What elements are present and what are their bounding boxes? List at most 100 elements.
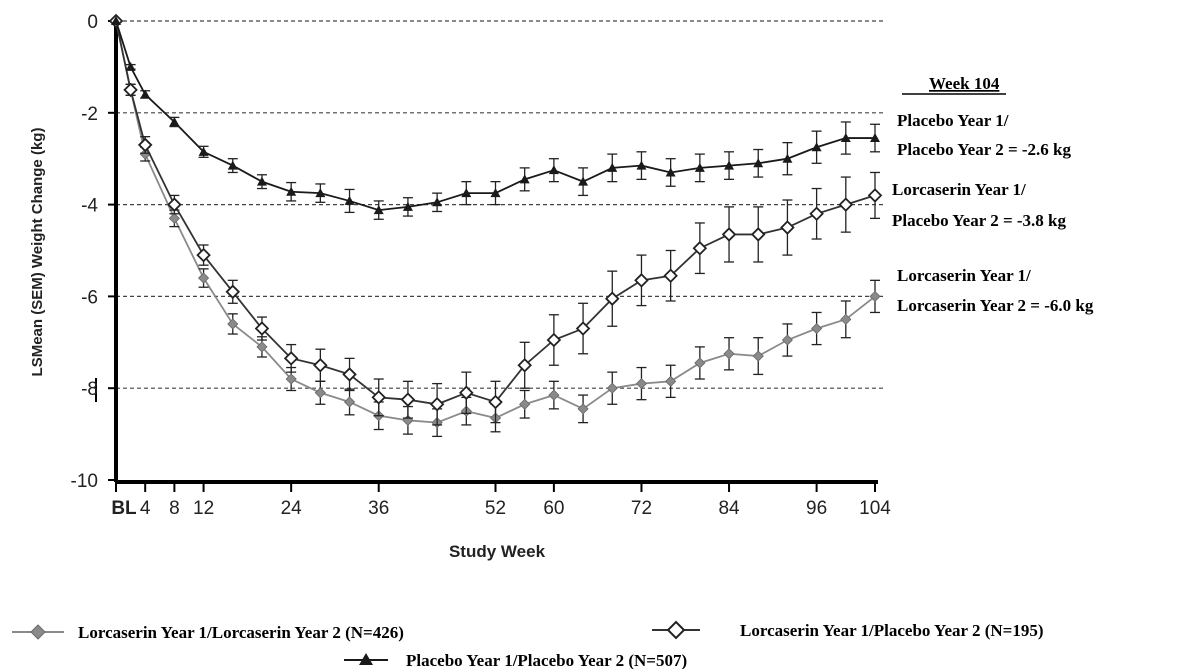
series-line-placebo-placebo [115,20,875,212]
data-point [663,268,678,284]
data-point [198,146,209,156]
data-point [342,367,357,382]
data-point [634,273,649,288]
data-point [519,398,531,410]
data-point [811,322,823,335]
annotation-lorcaserin-placebo-line1: Lorcaserin Year 1/ [892,180,1026,199]
data-point [636,160,647,170]
y-tick-label: -4 [81,196,98,217]
data-point [432,197,443,207]
data-point [111,16,121,25]
y-axis-label: LSMean (SEM) Weight Change (kg) [29,128,46,377]
data-point [692,240,708,256]
data-point [488,394,503,410]
data-point [429,396,445,412]
data-point [517,357,532,373]
data-point [753,158,764,168]
data-point [575,321,591,336]
y-tick-label: -2 [81,104,98,125]
data-point [123,82,138,98]
week-104-annotations: Week 104 Placebo Year 1/ Placebo Year 2 … [892,74,1094,315]
data-point [343,396,356,408]
data-point [665,167,676,177]
data-point [225,284,241,300]
data-point [283,351,299,366]
data-point [167,197,182,212]
data-point [811,142,822,152]
data-point [548,389,560,401]
data-point [313,357,328,373]
x-tick-label: 12 [193,498,214,519]
data-point [607,162,618,172]
data-point [665,375,677,387]
data-point [196,247,211,263]
data-point [400,392,416,407]
data-point [256,341,268,353]
series-lorcaserin-lorcaserin [110,15,881,438]
data-point [285,373,297,385]
data-point [373,205,384,215]
legend-label-lorcaserin-lorcaserin: Lorcaserin Year 1/Lorcaserin Year 2 (N=4… [78,623,404,642]
data-point [314,387,326,399]
annotation-lorcaserin-lorcaserin-line2: Lorcaserin Year 2 = -6.0 kg [897,296,1094,315]
data-point [752,350,764,362]
x-tick-label: BL [111,498,137,519]
data-point [606,382,618,394]
data-point [371,390,387,405]
legend-item-lorcaserin-lorcaserin: Lorcaserin Year 1/Lorcaserin Year 2 (N=4… [12,623,404,642]
y-tick-label: 0 [87,12,98,33]
data-point [254,321,270,336]
data-point [577,403,589,415]
annotation-heading: Week 104 [929,74,1000,93]
y-tick-label: -8 [81,379,98,400]
axes [95,20,878,484]
legend-marker-lorcaserin-placebo [666,620,686,640]
x-tick-label: 104 [859,498,891,519]
data-point [721,227,737,242]
data-point [867,188,883,203]
data-point [344,195,355,205]
legend-item-placebo-placebo: Placebo Year 1/Placebo Year 2 (N=507) [344,651,687,669]
data-point [490,188,501,198]
data-point [750,227,766,242]
annotation-lorcaserin-lorcaserin-line1: Lorcaserin Year 1/ [897,266,1031,285]
data-point [548,165,559,175]
data-point [546,332,562,348]
x-tick-label: 24 [281,498,303,519]
data-point [169,116,180,126]
data-point [838,197,854,212]
x-tick-label: 36 [368,498,389,519]
data-point [694,162,705,172]
legend-marker-placebo-placebo [359,653,373,665]
series-line-lorcaserin-placebo [115,20,876,406]
data-point [781,334,793,346]
data-point [315,188,326,198]
data-point [782,153,793,163]
data-point [198,272,210,284]
data-point [635,378,648,390]
series-lorcaserin-placebo [108,13,883,426]
x-tick-label: 8 [169,498,180,519]
data-point [227,318,239,330]
data-point [168,212,180,224]
annotation-placebo-placebo-line2: Placebo Year 2 = -2.6 kg [897,140,1072,159]
data-point [402,201,413,211]
data-point [578,176,589,186]
x-tick-label: 60 [543,498,564,519]
legend-label-lorcaserin-placebo: Lorcaserin Year 1/Placebo Year 2 (N=195) [740,621,1044,640]
x-axis-label: Study Week [449,542,546,561]
legend-item-lorcaserin-placebo: Lorcaserin Year 1/Placebo Year 2 (N=195) [652,620,1044,640]
y-tick-label: -6 [81,287,98,308]
data-point [840,133,851,143]
data-point [519,174,530,184]
x-tick-label: 72 [631,498,652,519]
x-tick-label: 84 [718,498,740,519]
series-placebo-placebo [111,16,880,220]
data-point [140,89,151,99]
legend: Lorcaserin Year 1/Lorcaserin Year 2 (N=4… [12,620,1044,669]
series-line-lorcaserin-lorcaserin [115,20,876,424]
legend-label-placebo-placebo: Placebo Year 1/Placebo Year 2 (N=507) [406,651,687,669]
data-point [809,206,824,222]
data-point [256,176,267,186]
